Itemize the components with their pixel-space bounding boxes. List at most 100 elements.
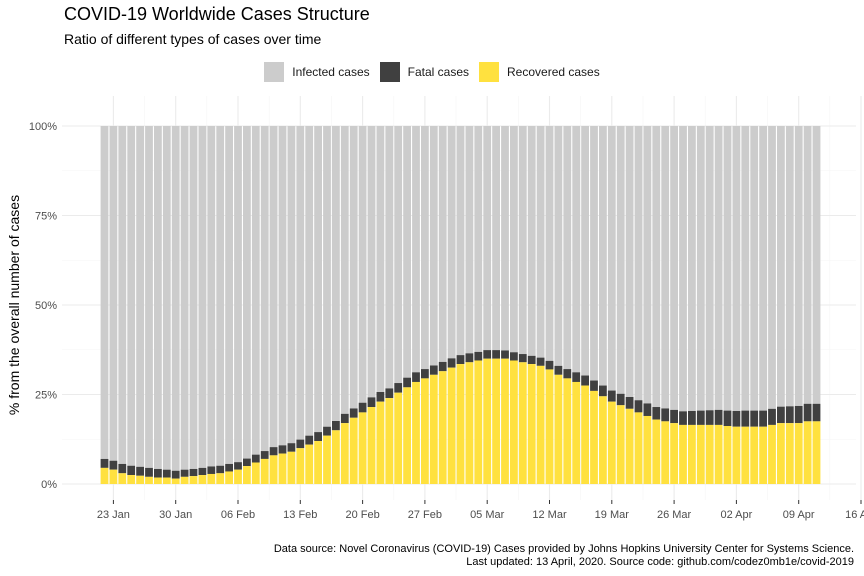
bar-infected: [527, 126, 536, 356]
bar-fatal: [607, 390, 616, 402]
bar-fatal: [634, 400, 643, 413]
bar-infected: [314, 126, 322, 433]
bar-recovered: [358, 412, 367, 484]
bar-fatal: [661, 408, 670, 422]
bar-recovered: [145, 476, 153, 484]
bar-fatal: [643, 403, 652, 416]
bar-fatal: [572, 372, 581, 382]
bar-infected: [367, 126, 376, 398]
bar-fatal: [777, 406, 785, 424]
bar-fatal: [189, 468, 198, 477]
bar-fatal: [127, 465, 136, 476]
bar-recovered: [607, 401, 616, 484]
x-tick-label: 27 Feb: [408, 509, 442, 521]
bar-fatal: [403, 377, 411, 388]
bar-infected: [723, 126, 732, 411]
bar-infected: [768, 126, 776, 409]
bar-infected: [136, 126, 144, 467]
bar-infected: [474, 126, 483, 352]
bar-recovered: [429, 374, 438, 484]
bar-recovered: [518, 362, 527, 484]
bar-infected: [189, 126, 198, 469]
bar-fatal: [358, 402, 367, 413]
bar-fatal: [696, 410, 705, 425]
bar-infected: [705, 126, 714, 411]
bar-fatal: [759, 410, 767, 427]
bar-infected: [572, 126, 581, 373]
bar-fatal: [518, 354, 527, 363]
chart-title: COVID-19 Worldwide Cases Structure: [64, 4, 370, 24]
caption-line-2: Last updated: 13 April, 2020. Source cod…: [466, 556, 854, 568]
x-tick-label: 20 Feb: [345, 509, 379, 521]
bar-recovered: [492, 358, 500, 484]
bar-fatal: [785, 406, 794, 424]
bar-fatal: [100, 458, 109, 468]
bar-fatal: [768, 408, 776, 425]
bar-infected: [661, 126, 670, 409]
bar-infected: [777, 126, 785, 407]
bar-infected: [216, 126, 225, 466]
bar-recovered: [714, 424, 723, 484]
bar-fatal: [563, 369, 572, 379]
bar-fatal: [136, 466, 144, 476]
bar-infected: [616, 126, 625, 394]
bar-recovered: [563, 378, 572, 484]
bar-recovered: [785, 423, 794, 484]
bar-infected: [492, 126, 500, 351]
y-tick-label: 100%: [29, 121, 57, 133]
bar-infected: [118, 126, 127, 464]
bar-recovered: [412, 381, 420, 484]
bar-infected: [554, 126, 563, 366]
bar-infected: [243, 126, 251, 459]
bar-infected: [100, 126, 109, 459]
bar-fatal: [243, 458, 251, 467]
bar-fatal: [367, 397, 376, 408]
bar-recovered: [732, 426, 741, 484]
x-tick-label: 05 Mar: [470, 509, 505, 521]
bar-fatal: [616, 393, 625, 406]
bar-recovered: [572, 381, 581, 484]
legend-item-infected: Infected cases: [264, 62, 370, 82]
bar-infected: [358, 126, 367, 403]
bar-fatal: [314, 432, 322, 442]
x-tick-label: 02 Apr: [720, 509, 752, 521]
bar-recovered: [696, 424, 705, 484]
bar-recovered: [340, 423, 349, 484]
bar-recovered: [109, 469, 118, 484]
bar-fatal: [278, 445, 287, 454]
bar-fatal: [305, 435, 314, 445]
bar-infected: [741, 126, 750, 411]
bar-recovered: [243, 466, 251, 484]
bar-fatal: [741, 410, 750, 427]
bar-fatal: [705, 410, 714, 425]
bar-infected: [456, 126, 465, 356]
bar-recovered: [679, 424, 687, 484]
bar-infected: [127, 126, 136, 466]
bar-infected: [634, 126, 643, 401]
bar-recovered: [483, 358, 492, 484]
bar-infected: [403, 126, 411, 378]
bar-recovered: [661, 421, 670, 484]
bar-infected: [180, 126, 189, 470]
bar-infected: [465, 126, 474, 354]
bar-fatal: [474, 351, 483, 361]
y-tick-label: 50%: [35, 300, 57, 312]
bar-infected: [207, 126, 216, 467]
bar-fatal: [323, 426, 331, 436]
bar-fatal: [216, 465, 225, 474]
bar-recovered: [803, 421, 812, 484]
bar-fatal: [688, 410, 696, 425]
bar-infected: [438, 126, 447, 362]
bar-infected: [251, 126, 260, 455]
bar-fatal: [545, 360, 554, 370]
bar-fatal: [536, 357, 545, 366]
bar-fatal: [438, 361, 447, 372]
bar-fatal: [750, 410, 759, 427]
bar-fatal: [483, 350, 492, 359]
x-tick-label: 16 Apr: [845, 509, 864, 521]
bar-infected: [225, 126, 233, 464]
bar-recovered: [777, 423, 785, 484]
bar-infected: [332, 126, 340, 421]
bar-recovered: [643, 415, 652, 484]
bar-fatal: [198, 467, 207, 476]
